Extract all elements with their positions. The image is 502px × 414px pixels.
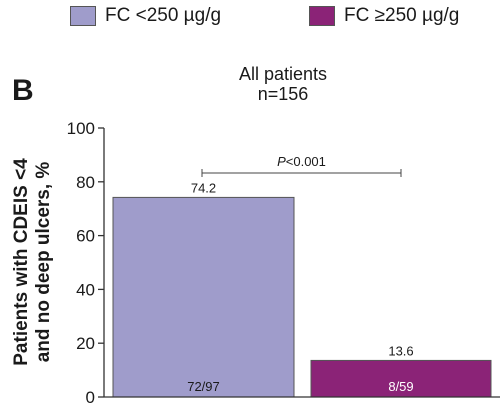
legend-swatch-low xyxy=(70,6,96,26)
legend-swatch-high xyxy=(309,6,335,26)
legend-label-low: FC <250 µg/g xyxy=(105,5,222,26)
legend-item-low: FC <250 µg/g xyxy=(70,5,221,27)
significance-label-rest: <0.001 xyxy=(286,154,326,169)
y-tick-label-40: 40 xyxy=(76,280,95,299)
y-tick-label-100: 100 xyxy=(67,119,95,138)
significance-label: P<0.001 xyxy=(277,154,326,169)
chart-title-line: All patients xyxy=(238,64,328,84)
bar-value-label-0: 74.2 xyxy=(191,180,216,195)
panel-label: B xyxy=(12,74,34,107)
y-tick-label-80: 80 xyxy=(76,173,95,192)
bar-inner-label-0: 72/97 xyxy=(187,379,220,394)
chart-subtitle: n=156 xyxy=(257,84,309,104)
y-tick-label-60: 60 xyxy=(76,227,95,246)
significance-label-italic: P xyxy=(277,154,286,169)
y-tick-label-20: 20 xyxy=(76,334,95,353)
bar-1 xyxy=(310,359,492,398)
legend-label-high: FC ≥250 µg/g xyxy=(344,5,460,26)
bar-value-label-1: 13.6 xyxy=(388,343,413,358)
bar-0 xyxy=(112,196,295,398)
legend-item-high: FC ≥250 µg/g xyxy=(309,5,459,27)
bar-inner-label-1: 8/59 xyxy=(388,379,413,394)
y-tick-label-0: 0 xyxy=(86,388,95,407)
chart-title: All patients n=156 xyxy=(198,64,368,104)
